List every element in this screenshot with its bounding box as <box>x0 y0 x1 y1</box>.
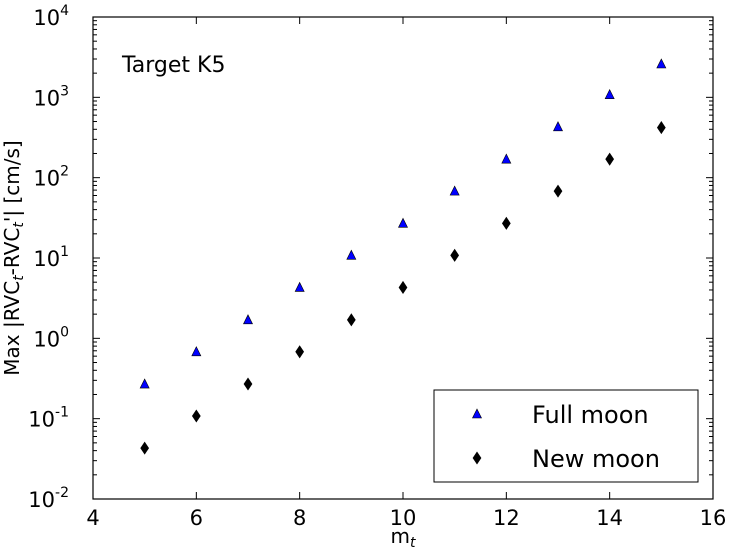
x-tick-label: 8 <box>293 506 306 530</box>
y-tick-label: 102 <box>33 164 69 191</box>
new-moon-point <box>140 441 150 455</box>
full-moon-point <box>604 88 615 99</box>
legend-triangle-marker <box>472 408 482 419</box>
x-axis-label: mt <box>391 524 416 547</box>
x-tick-label: 16 <box>700 506 727 530</box>
full-moon-point <box>191 346 202 357</box>
plot-frame <box>92 16 714 500</box>
x-tick-label: 14 <box>596 506 623 530</box>
new-moon-point <box>191 409 201 423</box>
y-tick-label: 103 <box>33 83 69 110</box>
new-moon-point <box>501 216 511 230</box>
full-moon-point <box>398 217 408 228</box>
legend-label: New moon <box>532 445 660 473</box>
new-moon-point <box>295 345 305 359</box>
data-markers <box>139 58 667 455</box>
full-moon-point <box>346 249 357 260</box>
y-tick-label: 100 <box>33 324 69 351</box>
new-moon-point <box>656 121 666 135</box>
full-moon-point <box>294 281 305 292</box>
y-tick-label: 104 <box>33 3 69 30</box>
target-annotation: Target K5 <box>121 53 225 78</box>
full-moon-point <box>243 314 253 325</box>
new-moon-point <box>346 313 356 327</box>
new-moon-point <box>605 152 615 166</box>
y-tick-label: 101 <box>33 244 69 271</box>
full-moon-point <box>449 185 460 196</box>
legend-box <box>433 389 699 483</box>
legend-diamond-marker <box>472 451 482 465</box>
new-moon-point <box>450 248 460 262</box>
legend: Full moon New moon <box>433 389 699 483</box>
full-moon-point <box>139 378 150 389</box>
new-moon-point <box>553 184 563 198</box>
full-moon-point <box>553 121 563 132</box>
x-tick-label: 10 <box>390 506 417 530</box>
x-tick-label: 12 <box>493 506 520 530</box>
y-tick-label: 10-1 <box>28 405 69 432</box>
new-moon-point <box>398 280 408 294</box>
y-tick-label: 10-2 <box>28 485 69 512</box>
y-axis-label: Max |RVCt-RVCt'| [cm/s] <box>0 140 27 375</box>
x-tick-label: 4 <box>86 506 99 530</box>
full-moon-point <box>656 58 667 69</box>
x-tick-label: 6 <box>190 506 203 530</box>
legend-label: Full moon <box>532 401 649 429</box>
new-moon-point <box>243 377 253 391</box>
full-moon-point <box>501 153 512 164</box>
